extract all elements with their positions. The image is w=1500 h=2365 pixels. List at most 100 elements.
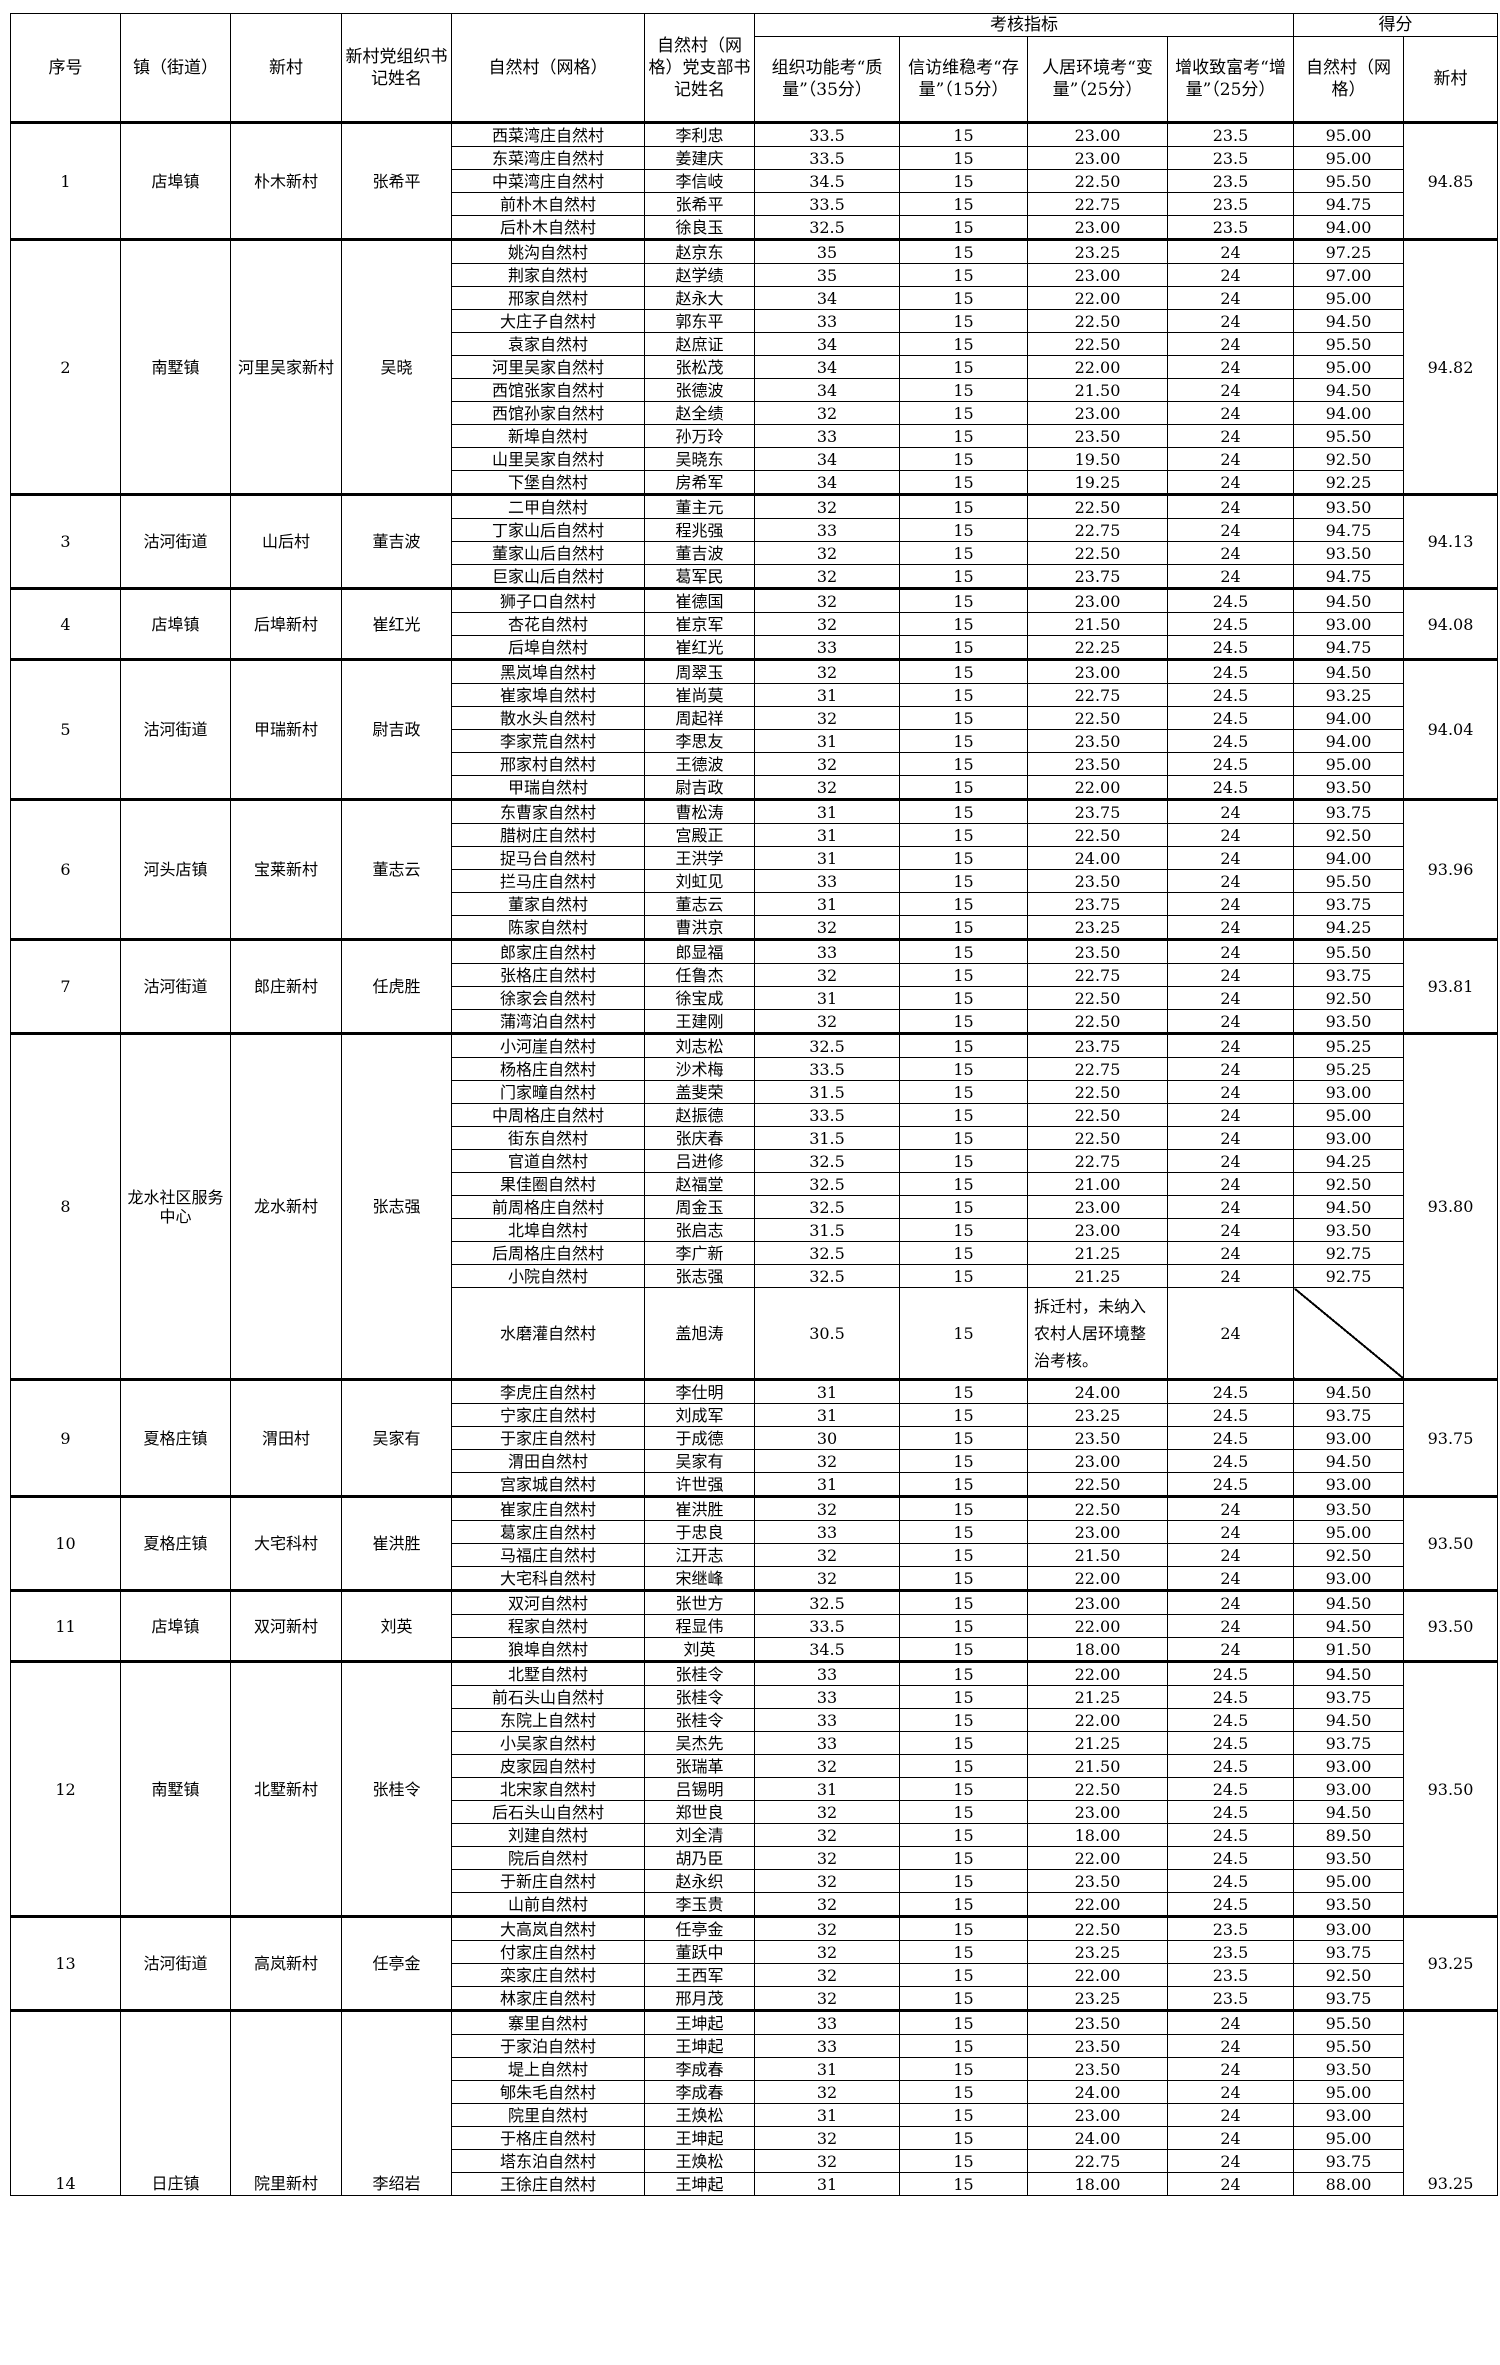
table-row: 8 龙水社区服务中心 龙水新村 张志强 小河崖自然村 刘志松 32.5 15 23.75 24 95… [10, 1032, 1498, 1380]
new-village-cell: 高岚新村 [230, 1915, 342, 2011]
town-cell: 河头店镇 [120, 798, 231, 940]
natural-village-cell: 郉家自然村 [451, 286, 645, 310]
stock-score-cell: 15 [899, 378, 1028, 402]
natural-village-cell: 董家山后自然村 [451, 541, 645, 565]
nv-total-score-cell: 95.00 [1293, 286, 1404, 310]
change-score-cell: 23.25 [1027, 1986, 1168, 2011]
table-row: 马福庄自然村 江开志 32 15 21.50 24 92.50 [11, 1543, 1498, 1567]
quality-score-cell: 32 [754, 1449, 900, 1473]
town-cell: 沽河街道 [120, 493, 231, 589]
new-secretary-cell: 张桂令 [341, 1660, 452, 1917]
change-score-cell: 21.25 [1027, 1685, 1168, 1709]
increase-score-cell: 24 [1167, 1009, 1294, 1034]
stock-score-cell: 15 [899, 1241, 1028, 1265]
increase-score-cell: 24 [1167, 355, 1294, 379]
change-score-cell: 22.50 [1027, 1777, 1168, 1801]
nv-total-score-cell: 97.25 [1293, 238, 1404, 264]
quality-score-cell: 33 [754, 2034, 900, 2058]
nv-secretary-cell: 赵学绩 [644, 263, 755, 287]
change-score-cell: 22.25 [1027, 635, 1168, 660]
nv-total-score-cell: 94.50 [1293, 378, 1404, 402]
natural-village-cell: 西馆孙家自然村 [451, 401, 645, 425]
natural-village-cell: 郎家庄自然村 [451, 938, 645, 964]
table-row: 袁家自然村 赵庶证 34 15 22.50 24 95.50 [11, 332, 1498, 356]
natural-village-cell: 于家庄自然村 [451, 1426, 645, 1450]
natural-village-cell: 小吴家自然村 [451, 1731, 645, 1755]
nv-secretary-cell: 周起祥 [644, 706, 755, 730]
new-village-score-cell: 93.25 [1403, 1915, 1498, 2011]
nv-secretary-cell: 沙术梅 [644, 1057, 755, 1081]
new-secretary-cell: 刘英 [341, 1589, 452, 1662]
nv-total-score-cell: 93.00 [1293, 2103, 1404, 2127]
new-secretary-cell: 尉吉政 [341, 658, 452, 800]
quality-score-cell: 32 [754, 915, 900, 940]
stock-score-cell: 15 [899, 752, 1028, 776]
new-village-cell: 宝莱新村 [230, 798, 342, 940]
nv-secretary-cell: 郎显福 [644, 938, 755, 964]
natural-village-cell: 大宅科自然村 [451, 1566, 645, 1591]
stock-score-cell: 15 [899, 706, 1028, 730]
nv-total-score-cell: 93.75 [1293, 892, 1404, 916]
new-secretary-cell: 李绍岩 [341, 2009, 452, 2196]
quality-score-cell: 32 [754, 401, 900, 425]
nv-total-score-cell: 93.75 [1293, 798, 1404, 824]
nv-total-score-cell: 93.75 [1293, 1940, 1404, 1964]
nv-secretary-cell: 李思友 [644, 729, 755, 753]
nv-total-score-cell: 93.75 [1293, 1403, 1404, 1427]
stock-score-cell: 15 [899, 146, 1028, 170]
header-stock: 信访维稳考“存量”（15分） [899, 36, 1028, 123]
natural-village-cell: 杨格庄自然村 [451, 1057, 645, 1081]
quality-score-cell: 33.5 [754, 146, 900, 170]
table-row: 宫家城自然村 许世强 31 15 22.50 24.5 93.00 [11, 1472, 1498, 1497]
stock-score-cell: 15 [899, 309, 1028, 333]
natural-village-cell: 拦马庄自然村 [451, 869, 645, 893]
town-cell: 南墅镇 [120, 238, 231, 495]
quality-score-cell: 33 [754, 2009, 900, 2035]
nv-secretary-cell: 吴晓东 [644, 447, 755, 471]
increase-score-cell: 24 [1167, 2057, 1294, 2081]
increase-score-cell: 24.5 [1167, 1869, 1294, 1893]
seq-cell: 8 [10, 1032, 121, 1380]
natural-village-cell: 邢家村自然村 [451, 752, 645, 776]
quality-score-cell: 30 [754, 1426, 900, 1450]
increase-score-cell: 24.5 [1167, 775, 1294, 800]
nv-total-score-cell: 94.50 [1293, 1378, 1404, 1404]
increase-score-cell: 24 [1167, 1032, 1294, 1058]
natural-village-cell: 徐家会自然村 [451, 986, 645, 1010]
quality-score-cell: 33 [754, 1520, 900, 1544]
new-village-cell: 龙水新村 [230, 1032, 342, 1380]
increase-score-cell: 24 [1167, 286, 1294, 310]
change-score-cell: 22.00 [1027, 1614, 1168, 1638]
nv-secretary-cell: 周金玉 [644, 1195, 755, 1219]
stock-score-cell: 15 [899, 215, 1028, 240]
increase-score-cell: 24.5 [1167, 1892, 1294, 1917]
nv-total-score-cell: 94.00 [1293, 706, 1404, 730]
natural-village-cell: 前石头山自然村 [451, 1685, 645, 1709]
new-secretary-cell: 董志云 [341, 798, 452, 940]
quality-score-cell: 31 [754, 1777, 900, 1801]
table-row: 门家疃自然村 盖斐荣 31.5 15 22.50 24 93.00 [11, 1080, 1498, 1104]
increase-score-cell: 24 [1167, 823, 1294, 847]
increase-score-cell: 24 [1167, 2103, 1294, 2127]
nv-secretary-cell: 江开志 [644, 1543, 755, 1567]
nv-secretary-cell: 张桂令 [644, 1660, 755, 1686]
natural-village-cell: 巨家山后自然村 [451, 564, 645, 589]
stock-score-cell: 15 [899, 1637, 1028, 1662]
stock-score-cell: 15 [899, 658, 1028, 684]
table-row: 郉家自然村 赵永大 34 15 22.00 24 95.00 [11, 286, 1498, 310]
natural-village-cell: 付家庄自然村 [451, 1940, 645, 1964]
quality-score-cell: 35 [754, 263, 900, 287]
nv-total-score-cell: 93.75 [1293, 963, 1404, 987]
seq-cell: 1 [10, 121, 121, 240]
nv-secretary-cell: 李成春 [644, 2057, 755, 2081]
stock-score-cell: 15 [899, 846, 1028, 870]
nv-secretary-cell: 吴杰先 [644, 1731, 755, 1755]
natural-village-cell: 宁家庄自然村 [451, 1403, 645, 1427]
nv-secretary-cell: 赵福堂 [644, 1172, 755, 1196]
seq-cell: 5 [10, 658, 121, 800]
seq-cell: 9 [10, 1378, 121, 1497]
nv-secretary-cell: 郭东平 [644, 309, 755, 333]
quality-score-cell: 32 [754, 1823, 900, 1847]
nv-total-score-cell: 94.75 [1293, 192, 1404, 216]
new-village-score-cell: 94.85 [1403, 121, 1498, 240]
